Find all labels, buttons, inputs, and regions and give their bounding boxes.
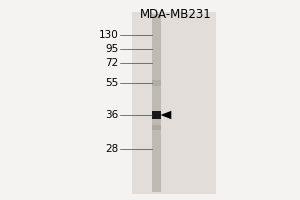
Bar — [152, 111, 160, 119]
Text: 36: 36 — [105, 110, 119, 120]
Text: 55: 55 — [105, 78, 119, 88]
Text: 130: 130 — [99, 30, 118, 40]
Polygon shape — [160, 111, 171, 119]
Bar — [132, 12, 216, 194]
Bar — [152, 80, 160, 86]
Text: 28: 28 — [105, 144, 119, 154]
Text: 95: 95 — [105, 44, 119, 54]
Text: 72: 72 — [105, 58, 119, 68]
Bar — [152, 14, 160, 192]
Text: MDA-MB231: MDA-MB231 — [140, 8, 212, 21]
Bar — [152, 125, 160, 130]
